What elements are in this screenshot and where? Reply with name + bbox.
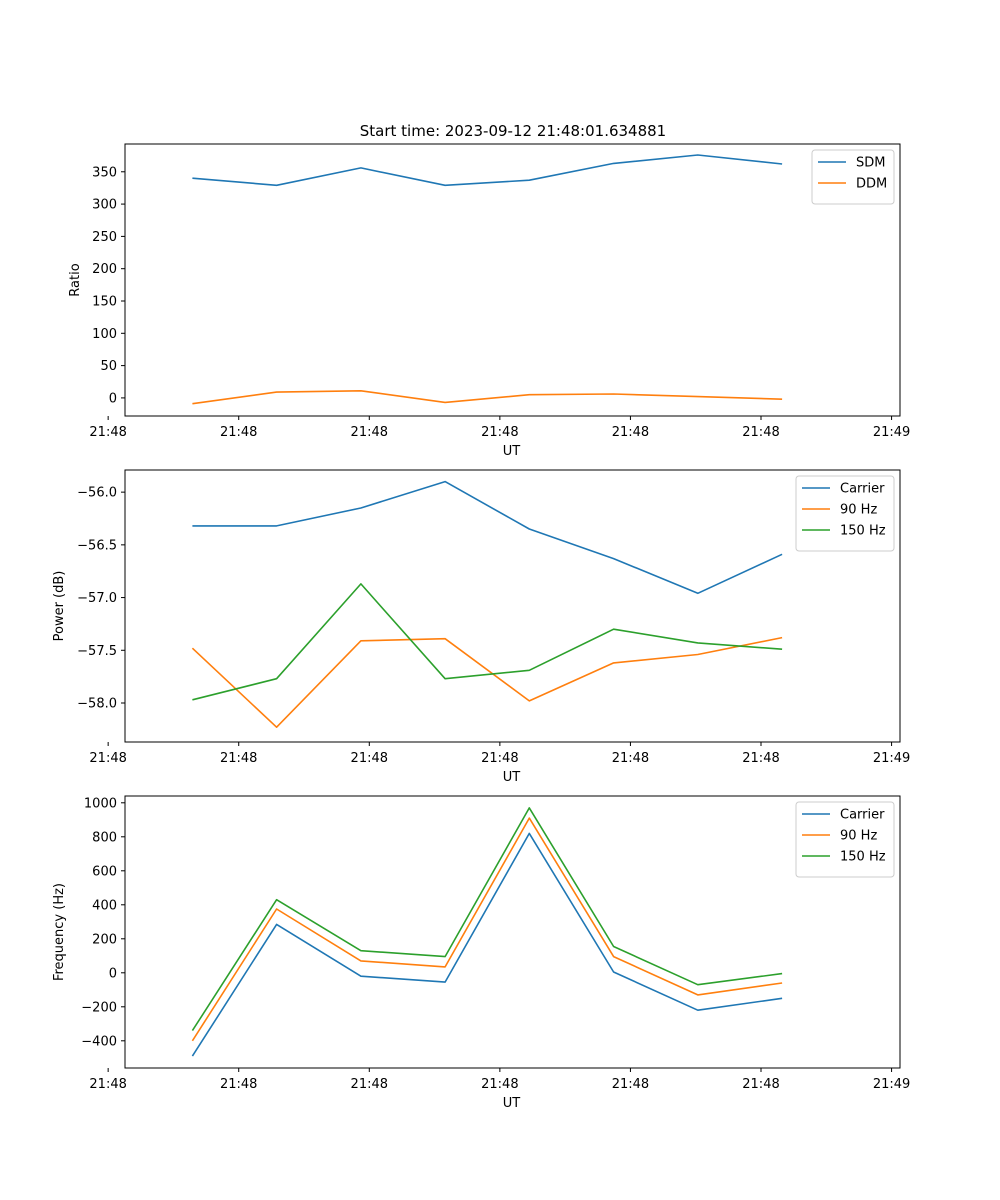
x-tick-label: 21:48 — [612, 425, 649, 440]
x-tick-label: 21:48 — [220, 1077, 257, 1092]
y-axis-label: Power (dB) — [52, 571, 67, 642]
panels-group: 21:48 21:48 21:48 21:48 21:48 21:48 21:49 0 50 10… — [52, 143, 910, 1111]
series-line-90-hz — [191, 817, 783, 1042]
x-tick-label: 21:48 — [351, 425, 388, 440]
y-tick-label: 100 — [92, 327, 117, 342]
y-tick-label: 0 — [109, 391, 117, 406]
legend-label: DDM — [856, 177, 887, 192]
x-tick-label: 21:48 — [481, 425, 518, 440]
legend: Carrier 90 Hz 150 Hz — [795, 801, 895, 878]
y-tick-label: −57.0 — [77, 591, 117, 606]
chart-panel-1: 21:48 21:48 21:48 21:48 21:48 21:48 21:49 0 50 10… — [68, 143, 910, 459]
legend-label: 90 Hz — [840, 829, 877, 844]
x-axis-label: UT — [503, 1096, 521, 1111]
x-tick-label: 21:48 — [351, 751, 388, 766]
legend: Carrier 90 Hz 150 Hz — [795, 475, 895, 552]
y-tick-label: 800 — [92, 830, 117, 845]
chart-panel-2: 21:48 21:48 21:48 21:48 21:48 21:48 21:49 −58.0… — [52, 469, 910, 785]
x-tick-label: 21:48 — [612, 751, 649, 766]
x-tick-label: 21:48 — [742, 751, 779, 766]
legend-box — [795, 475, 895, 552]
y-tick-label: −56.0 — [77, 486, 117, 501]
legend-box — [811, 149, 895, 205]
x-tick-label: 21:48 — [220, 425, 257, 440]
x-axis-label: UT — [503, 770, 521, 785]
series-line-150-hz — [191, 807, 783, 1032]
x-tick-label: 21:48 — [742, 425, 779, 440]
series-line-carrier — [192, 480, 783, 595]
legend-label: 90 Hz — [840, 503, 877, 518]
series-line-ddm — [192, 389, 783, 405]
legend: SDM DDM — [811, 149, 895, 205]
x-tick-label: 21:48 — [481, 1077, 518, 1092]
series-line-150-hz — [192, 583, 783, 701]
y-tick-label: −58.0 — [77, 696, 117, 711]
x-tick-label: 21:48 — [89, 751, 126, 766]
y-tick-label: 200 — [92, 262, 117, 277]
y-axis-label: Frequency (Hz) — [52, 883, 67, 981]
chart-panel-3: 21:48 21:48 21:48 21:48 21:48 21:48 21:49 −400 −… — [52, 795, 910, 1111]
plot-area-frame — [124, 143, 901, 417]
legend-label: Carrier — [840, 808, 885, 823]
x-tick-label: 21:48 — [89, 425, 126, 440]
legend-label: Carrier — [840, 482, 885, 497]
y-tick-label: −57.5 — [77, 644, 117, 659]
y-tick-label: −400 — [81, 1034, 117, 1049]
x-tick-label: 21:49 — [873, 425, 910, 440]
x-tick-label: 21:48 — [89, 1077, 126, 1092]
x-tick-label: 21:48 — [220, 751, 257, 766]
legend-box — [795, 801, 895, 878]
x-tick-label: 21:49 — [873, 1077, 910, 1092]
y-tick-label: −56.5 — [77, 538, 117, 553]
y-axis-label: Ratio — [68, 263, 83, 296]
y-tick-label: 350 — [92, 165, 117, 180]
y-tick-label: −200 — [81, 1000, 117, 1015]
series-line-sdm — [192, 154, 783, 187]
y-tick-label: 200 — [92, 932, 117, 947]
x-tick-label: 21:49 — [873, 751, 910, 766]
legend-label: 150 Hz — [840, 850, 886, 865]
x-tick-label: 21:48 — [481, 751, 518, 766]
x-tick-label: 21:48 — [742, 1077, 779, 1092]
legend-label: SDM — [856, 156, 885, 171]
y-tick-label: 600 — [92, 864, 117, 879]
series-line-90-hz — [191, 636, 783, 729]
plot-area-frame — [124, 795, 901, 1069]
legend-label: 150 Hz — [840, 524, 886, 539]
y-tick-label: 400 — [92, 898, 117, 913]
figure-title: Start time: 2023-09-12 21:48:01.634881 — [360, 122, 666, 140]
y-tick-label: 300 — [92, 198, 117, 213]
x-tick-label: 21:48 — [351, 1077, 388, 1092]
y-tick-label: 150 — [92, 294, 117, 309]
series-line-carrier — [191, 832, 783, 1057]
x-axis-label: UT — [503, 444, 521, 459]
y-tick-label: 50 — [100, 359, 117, 374]
y-tick-label: 0 — [109, 966, 117, 981]
y-tick-label: 250 — [92, 230, 117, 245]
y-tick-label: 1000 — [84, 796, 117, 811]
plot-area-frame — [124, 469, 901, 743]
x-tick-label: 21:48 — [612, 1077, 649, 1092]
